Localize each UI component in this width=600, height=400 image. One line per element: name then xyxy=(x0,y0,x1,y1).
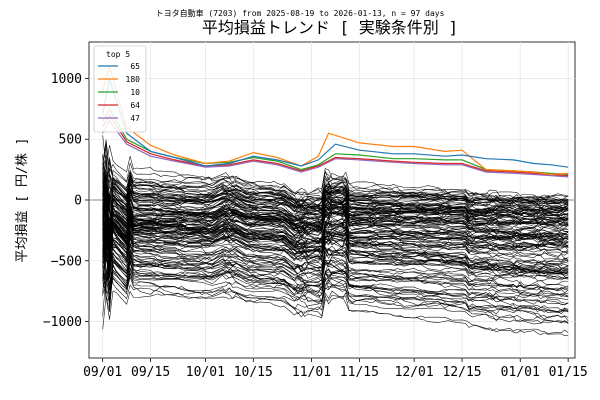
other-series-line xyxy=(102,198,569,251)
legend-label-47: 47 xyxy=(130,114,140,123)
legend-label-64: 64 xyxy=(130,101,140,110)
other-series-line xyxy=(102,173,569,213)
other-series-line xyxy=(102,185,569,233)
other-series-line xyxy=(102,194,569,239)
legend-label-180: 180 xyxy=(126,75,141,84)
other-series-line xyxy=(102,211,569,319)
other-series-line xyxy=(102,167,569,217)
other-series-line xyxy=(102,220,569,280)
x-tick-label: 10/01 xyxy=(186,365,225,380)
x-tick-label: 11/15 xyxy=(340,365,379,380)
other-series-line xyxy=(102,192,569,264)
other-series-line xyxy=(102,216,569,273)
other-series-line xyxy=(102,142,569,221)
y-tick-label: 0 xyxy=(74,194,82,209)
other-series-line xyxy=(102,206,569,242)
other-series-line xyxy=(102,240,569,297)
y-axis: 1000 500 0 −500 −1000 xyxy=(43,72,89,330)
other-series-line xyxy=(102,212,569,314)
y-tick-label: 1000 xyxy=(51,72,82,87)
other-series-line xyxy=(102,156,569,209)
x-tick-label: 01/15 xyxy=(549,365,588,380)
other-series-line xyxy=(102,261,569,314)
y-tick-label: −500 xyxy=(51,254,82,269)
other-series-line xyxy=(102,227,569,291)
other-series-line xyxy=(102,236,569,325)
other-series-line xyxy=(102,170,569,207)
legend-label-65: 65 xyxy=(130,62,140,71)
other-series-line xyxy=(102,173,569,229)
y-tick-label: 500 xyxy=(59,133,82,148)
series-line-65 xyxy=(102,78,569,168)
chart-subtitle: トヨタ自動車 (7203) from 2025-08-19 to 2026-01… xyxy=(156,8,445,18)
other-series-line xyxy=(102,184,569,274)
other-series-line xyxy=(102,235,569,296)
x-axis: 09/01 09/15 10/01 10/15 11/01 11/15 12/01 12/15… xyxy=(83,358,588,380)
other-series-line xyxy=(102,177,569,263)
other-series-line xyxy=(102,282,569,330)
other-series-line xyxy=(102,262,569,313)
x-tick-label: 12/15 xyxy=(442,365,481,380)
x-tick-label: 12/01 xyxy=(395,365,434,380)
other-series-line xyxy=(102,236,569,306)
legend[interactable]: top 565 180 10 64 47 xyxy=(93,45,147,133)
y-axis-label: 平均損益 [ 円/株 ] xyxy=(15,138,30,263)
x-tick-label: 09/15 xyxy=(131,365,170,380)
other-series-line xyxy=(102,202,569,258)
legend-box xyxy=(93,45,147,133)
other-series-line xyxy=(102,171,569,251)
other-series-line xyxy=(102,208,569,266)
x-tick-label: 10/15 xyxy=(234,365,273,380)
other-series-line xyxy=(102,271,569,334)
other-series-line xyxy=(102,207,569,251)
other-series-line xyxy=(102,227,569,256)
other-series-line xyxy=(102,208,569,250)
legend-title: top 5 xyxy=(106,50,130,59)
other-series-line xyxy=(102,194,569,267)
other-series-line xyxy=(102,221,569,324)
other-series-line xyxy=(102,180,569,233)
top-series-group xyxy=(102,64,569,178)
x-tick-label: 01/01 xyxy=(501,365,540,380)
series-line-64 xyxy=(102,113,569,177)
other-series-group xyxy=(102,135,569,337)
other-series-line xyxy=(102,135,569,198)
other-series-line xyxy=(102,206,569,246)
other-series-line xyxy=(102,254,569,299)
chart-title: 平均損益トレンド [ 実験条件別 ] xyxy=(202,18,458,37)
series-line-47 xyxy=(102,119,569,178)
other-series-line xyxy=(102,245,569,275)
other-series-line xyxy=(102,269,569,337)
other-series-line xyxy=(102,214,569,260)
x-tick-label: 09/01 xyxy=(83,365,122,380)
other-series-line xyxy=(102,206,569,272)
other-series-line xyxy=(102,248,569,324)
other-series-line xyxy=(102,228,569,291)
y-tick-label: −1000 xyxy=(43,315,82,330)
other-series-line xyxy=(102,178,569,237)
other-series-line xyxy=(102,256,569,296)
x-tick-label: 11/01 xyxy=(292,365,331,380)
other-series-line xyxy=(102,189,569,281)
legend-label-10: 10 xyxy=(130,88,140,97)
other-series-line xyxy=(102,196,569,270)
series-line-180 xyxy=(102,64,569,176)
other-series-line xyxy=(102,198,569,254)
